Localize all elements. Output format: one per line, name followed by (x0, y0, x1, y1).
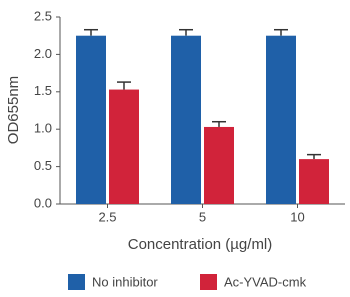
bar (266, 35, 296, 205)
legend-label: Ac-YVAD-cmk (224, 274, 307, 289)
legend-swatch (68, 274, 85, 290)
legend-label: No inhibitor (92, 274, 158, 289)
bar (109, 89, 139, 204)
x-axis-label: Concentration (µg/ml) (128, 236, 273, 253)
y-tick-label: 1.5 (34, 83, 52, 98)
y-tick-label: 0.5 (34, 158, 52, 173)
x-tick-label: 2.5 (98, 209, 116, 224)
x-tick-label: 10 (290, 209, 304, 224)
bar (171, 35, 201, 205)
legend-swatch (200, 274, 217, 290)
y-axis-label: OD655nm (5, 76, 22, 144)
x-tick-label: 5 (199, 209, 206, 224)
y-tick-label: 2.0 (34, 46, 52, 61)
bar (204, 126, 234, 204)
y-tick-label: 2.5 (34, 8, 52, 23)
bar (76, 35, 106, 205)
bar (299, 159, 329, 204)
y-tick-label: 0.0 (34, 195, 52, 210)
y-tick-label: 1.0 (34, 121, 52, 136)
